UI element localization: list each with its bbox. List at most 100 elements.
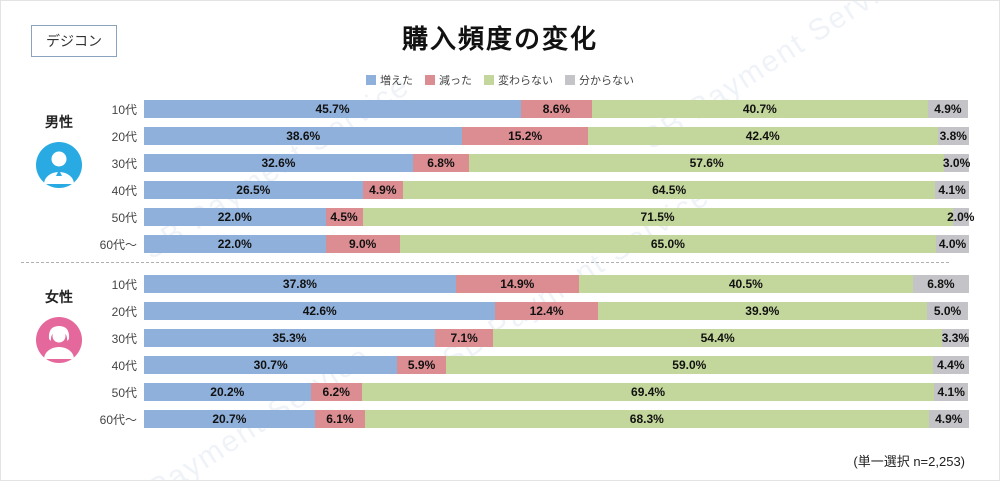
chart-row: 20代 42.6% 12.4% 39.9% 5.0% — [1, 302, 969, 320]
bar-track: 30.7% 5.9% 59.0% 4.4% — [144, 356, 969, 374]
chart-row: 40代 26.5% 4.9% 64.5% 4.1% — [1, 181, 969, 199]
bar-segment: 30.7% — [144, 356, 398, 374]
bar-segment: 71.5% — [362, 208, 953, 226]
bar-segment: 45.7% — [144, 100, 522, 118]
bar-segment: 40.7% — [591, 100, 928, 118]
bar-value-label: 6.8% — [927, 277, 955, 291]
bar-value-label: 4.9% — [934, 102, 962, 116]
bar-track: 35.3% 7.1% 54.4% 3.3% — [144, 329, 969, 347]
bar-value-label: 42.6% — [302, 304, 337, 318]
chart-row: 40代 30.7% 5.9% 59.0% 4.4% — [1, 356, 969, 374]
bar-value-label: 5.9% — [407, 358, 436, 372]
section-divider — [21, 262, 949, 263]
legend-label: 減った — [439, 75, 472, 87]
bar-track: 26.5% 4.9% 64.5% 4.1% — [144, 181, 969, 199]
bar-segment: 68.3% — [365, 410, 929, 428]
bar-segment: 20.7% — [144, 410, 315, 428]
bar-segment: 4.9% — [927, 100, 969, 118]
bar-value-label: 64.5% — [652, 183, 687, 197]
category-label: 30代 — [111, 331, 137, 346]
legend-label: 増えた — [380, 75, 413, 87]
bar-segment: 4.1% — [934, 383, 969, 401]
legend-item: 分からない — [565, 72, 634, 88]
bar-segment: 4.4% — [932, 356, 969, 374]
bar-value-label: 4.9% — [369, 183, 397, 197]
category-label: 40代 — [111, 358, 137, 373]
bar-track: 32.6% 6.8% 57.6% 3.0% — [144, 154, 970, 172]
bar-value-label: 39.9% — [745, 304, 780, 318]
bar-value-label: 6.2% — [322, 385, 350, 399]
category-label: 50代 — [111, 385, 137, 400]
bar-value-label: 4.9% — [935, 412, 963, 426]
bar-segment: 4.9% — [362, 181, 404, 199]
bar-segment: 5.9% — [397, 356, 446, 374]
legend-item: 変わらない — [484, 72, 553, 88]
bar-value-label: 30.7% — [253, 358, 288, 372]
bar-value-label: 59.0% — [672, 358, 707, 372]
bar-segment: 2.0% — [947, 208, 974, 226]
bar-segment: 4.9% — [928, 410, 969, 428]
bar-value-label: 3.3% — [941, 331, 970, 345]
bar-value-label: 42.4% — [745, 129, 780, 143]
bar-value-label: 9.0% — [348, 237, 377, 251]
bar-value-label: 32.6% — [261, 156, 296, 170]
category-label: 10代 — [111, 277, 137, 292]
bar-value-label: 37.8% — [282, 277, 317, 291]
bar-track: 22.0% 9.0% 65.0% 4.0% — [144, 235, 969, 253]
bar-value-label: 4.5% — [330, 210, 358, 224]
chart-area: 男性 10代 45.7% 8.6% 40.7% 4.9% 20代 38.6% 15.2% 42.… — [1, 100, 999, 428]
bar-segment: 22.0% — [144, 208, 326, 226]
bar-value-label: 4.1% — [937, 385, 965, 399]
bar-value-label: 54.4% — [700, 331, 735, 345]
legend: 増えた 減った 変わらない 分からない — [1, 72, 999, 88]
bar-value-label: 40.5% — [728, 277, 763, 291]
female-section: 女性 10代 37.8% 14.9% 40.5% 6.8% 20代 42.6% 12.4% 39… — [1, 275, 969, 428]
bar-track: 38.6% 15.2% 42.4% 3.8% — [144, 127, 969, 145]
bar-segment: 26.5% — [144, 181, 363, 199]
group-name-female: 女性 — [45, 289, 73, 305]
bar-value-label: 40.7% — [742, 102, 777, 116]
bar-segment: 38.6% — [144, 127, 463, 145]
bar-track: 20.7% 6.1% 68.3% 4.9% — [144, 410, 969, 428]
bar-value-label: 57.6% — [689, 156, 724, 170]
bar-value-label: 8.6% — [542, 102, 571, 116]
male-group-header: 男性 — [23, 112, 95, 193]
bar-segment: 5.0% — [926, 302, 969, 320]
chart-row: 30代 35.3% 7.1% 54.4% 3.3% — [1, 329, 969, 347]
bar-segment: 6.1% — [314, 410, 366, 428]
bar-value-label: 5.0% — [933, 304, 962, 318]
bar-value-label: 4.4% — [937, 358, 965, 372]
bar-value-label: 68.3% — [629, 412, 664, 426]
digicon-badge: デジコン — [31, 25, 117, 57]
female-group-header: 女性 — [23, 287, 95, 368]
bar-value-label: 20.2% — [210, 385, 245, 399]
bar-track: 22.0% 4.5% 71.5% 2.0% — [144, 208, 974, 226]
bar-segment: 6.8% — [412, 154, 470, 172]
male-section: 男性 10代 45.7% 8.6% 40.7% 4.9% 20代 38.6% 15.2% 42.… — [1, 100, 974, 253]
female-avatar-icon — [23, 317, 95, 368]
bar-segment: 14.9% — [455, 275, 579, 293]
category-label: 50代 — [111, 210, 137, 225]
bar-value-label: 4.1% — [938, 183, 966, 197]
chart-row: 50代 22.0% 4.5% 71.5% 2.0% — [1, 208, 974, 226]
bar-segment: 22.0% — [144, 235, 326, 253]
chart-row: 50代 20.2% 6.2% 69.4% 4.1% — [1, 383, 969, 401]
bar-segment: 35.3% — [144, 329, 435, 347]
bar-segment: 6.2% — [310, 383, 362, 401]
bar-segment: 4.1% — [935, 181, 969, 199]
chart-row: 10代 37.8% 14.9% 40.5% 6.8% — [1, 275, 969, 293]
chart-row: 60代〜 20.7% 6.1% 68.3% 4.9% — [1, 410, 969, 428]
bar-segment: 9.0% — [325, 235, 400, 253]
bar-value-label: 22.0% — [217, 210, 252, 224]
male-avatar-icon — [23, 142, 95, 193]
bar-value-label: 45.7% — [315, 102, 350, 116]
bar-value-label: 15.2% — [508, 129, 543, 143]
bar-track: 45.7% 8.6% 40.7% 4.9% — [144, 100, 969, 118]
bar-segment: 12.4% — [495, 302, 598, 320]
chart-row: 30代 32.6% 6.8% 57.6% 3.0% — [1, 154, 970, 172]
bar-value-label: 14.9% — [500, 277, 535, 291]
bar-segment: 4.5% — [325, 208, 363, 226]
bar-segment: 64.5% — [403, 181, 936, 199]
bar-value-label: 20.7% — [212, 412, 247, 426]
